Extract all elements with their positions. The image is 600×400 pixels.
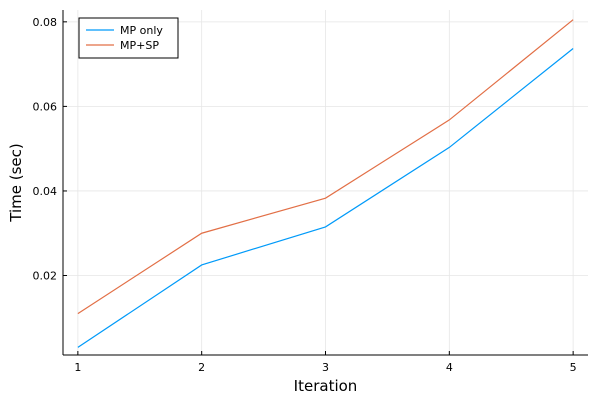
x-tick-label-5: 5	[570, 361, 577, 374]
x-axis-label: Iteration	[294, 377, 358, 395]
x-tick-label-2: 2	[198, 361, 205, 374]
grid	[63, 10, 588, 355]
series-line-1	[77, 48, 574, 348]
legend-label-1: MP only	[120, 24, 163, 37]
y-tick-label-2: 0.04	[33, 185, 58, 198]
series-lines	[77, 19, 574, 348]
series-line-2	[77, 19, 574, 315]
legend-label-2: MP+SP	[120, 39, 159, 52]
x-tick-label-3: 3	[322, 361, 329, 374]
x-tick-label-1: 1	[74, 361, 81, 374]
x-tick-label-4: 4	[446, 361, 453, 374]
y-tick-label-1: 0.02	[33, 270, 58, 283]
legend-box	[78, 17, 179, 59]
legend: MP only MP+SP	[78, 17, 179, 59]
y-tick-label-3: 0.06	[33, 100, 58, 113]
y-tick-label-4: 0.08	[33, 16, 58, 29]
axes: 1 2 3 4 5 0.02 0.04 0.06 0.08	[33, 10, 588, 374]
y-axis-label: Time (sec)	[7, 143, 25, 222]
